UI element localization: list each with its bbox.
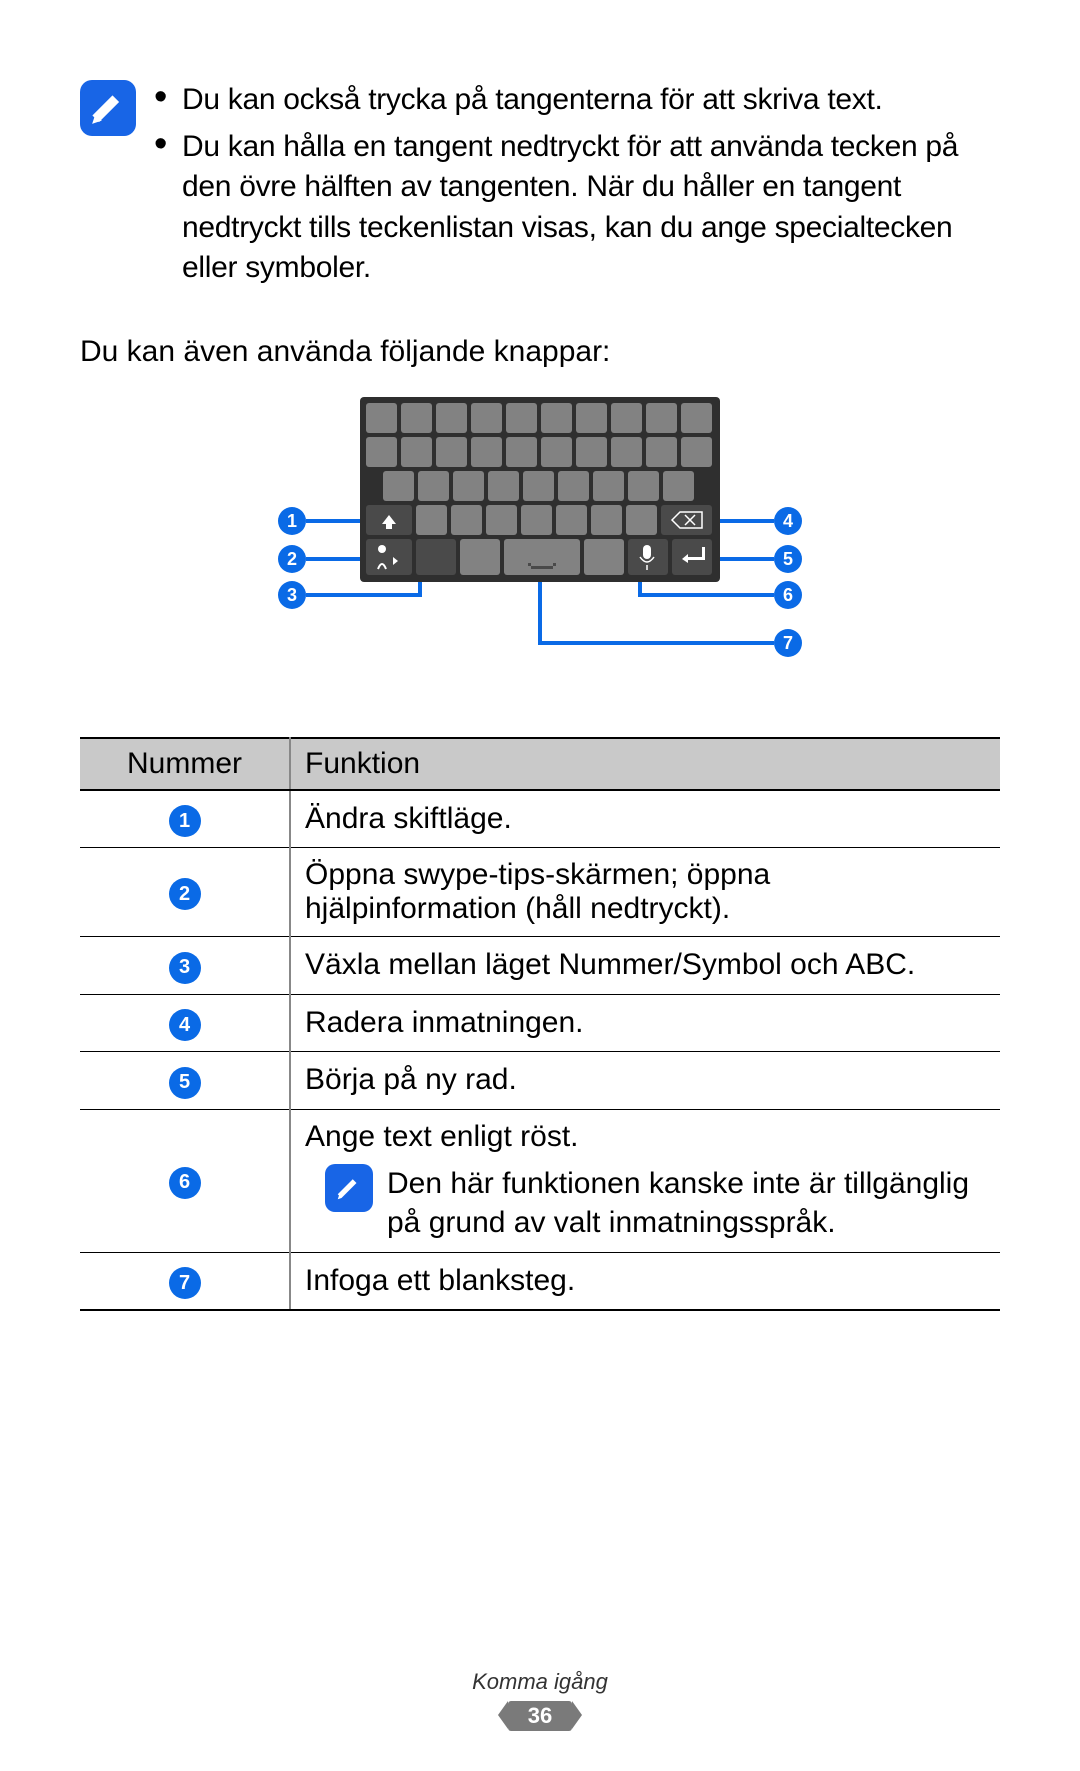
footer-section: Komma igång: [0, 1669, 1080, 1695]
row-func: Öppna swype-tips-skärmen; öppna hjälpinf…: [290, 848, 1000, 937]
page-number: 36: [508, 1701, 572, 1731]
row-func: Radera inmatningen.: [290, 994, 1000, 1052]
table-header-function: Funktion: [290, 738, 1000, 790]
table-row: 5 Börja på ny rad.: [80, 1052, 1000, 1110]
note-item: Du kan också trycka på tangenterna för a…: [154, 80, 1000, 121]
intro-text: Du kan även använda följande knappar:: [80, 335, 1000, 369]
table-row: 2 Öppna swype-tips-skärmen; öppna hjälpi…: [80, 848, 1000, 937]
row-func: Börja på ny rad.: [290, 1052, 1000, 1110]
page-footer: Komma igång 36: [0, 1669, 1080, 1731]
table-row: 1 Ändra skiftläge.: [80, 790, 1000, 848]
pencil-note-icon: [80, 80, 136, 136]
callout-badge: 2: [287, 549, 297, 569]
row-badge: 7: [169, 1267, 201, 1299]
keyboard-diagram: 1 2 3 4 5 6 7: [80, 397, 1000, 687]
row-badge: 6: [169, 1167, 201, 1199]
row-func: Ange text enligt röst. Den här funktione…: [290, 1109, 1000, 1252]
note-item: Du kan hålla en tangent nedtryckt för at…: [154, 127, 1000, 289]
row-func: Växla mellan läget Nummer/Symbol och ABC…: [290, 937, 1000, 995]
note-list: Du kan också trycka på tangenterna för a…: [154, 80, 1000, 295]
table-row: 4 Radera inmatningen.: [80, 994, 1000, 1052]
callout-badge: 4: [783, 511, 793, 531]
callout-badge: 5: [783, 549, 793, 569]
info-note: Du kan också trycka på tangenterna för a…: [80, 80, 1000, 295]
callout-badge: 1: [287, 511, 297, 531]
table-header-number: Nummer: [80, 738, 290, 790]
row-badge: 2: [169, 878, 201, 910]
callout-badge: 7: [783, 633, 793, 653]
row-subnote: Den här funktionen kanske inte är tillgä…: [325, 1164, 986, 1242]
row-badge: 5: [169, 1067, 201, 1099]
row-badge: 4: [169, 1009, 201, 1041]
row-func: Ändra skiftläge.: [290, 790, 1000, 848]
table-row: 3 Växla mellan läget Nummer/Symbol och A…: [80, 937, 1000, 995]
table-row: 7 Infoga ett blanksteg.: [80, 1252, 1000, 1310]
row-func: Infoga ett blanksteg.: [290, 1252, 1000, 1310]
row-badge: 3: [169, 952, 201, 984]
pencil-note-icon: [325, 1164, 373, 1212]
page-content: Du kan också trycka på tangenterna för a…: [0, 0, 1080, 1311]
callout-badge: 6: [783, 585, 793, 605]
function-table: Nummer Funktion 1 Ändra skiftläge. 2 Öpp…: [80, 737, 1000, 1312]
row-badge: 1: [169, 805, 201, 837]
callout-badge: 3: [287, 585, 297, 605]
table-row: 6 Ange text enligt röst. Den här funktio…: [80, 1109, 1000, 1252]
